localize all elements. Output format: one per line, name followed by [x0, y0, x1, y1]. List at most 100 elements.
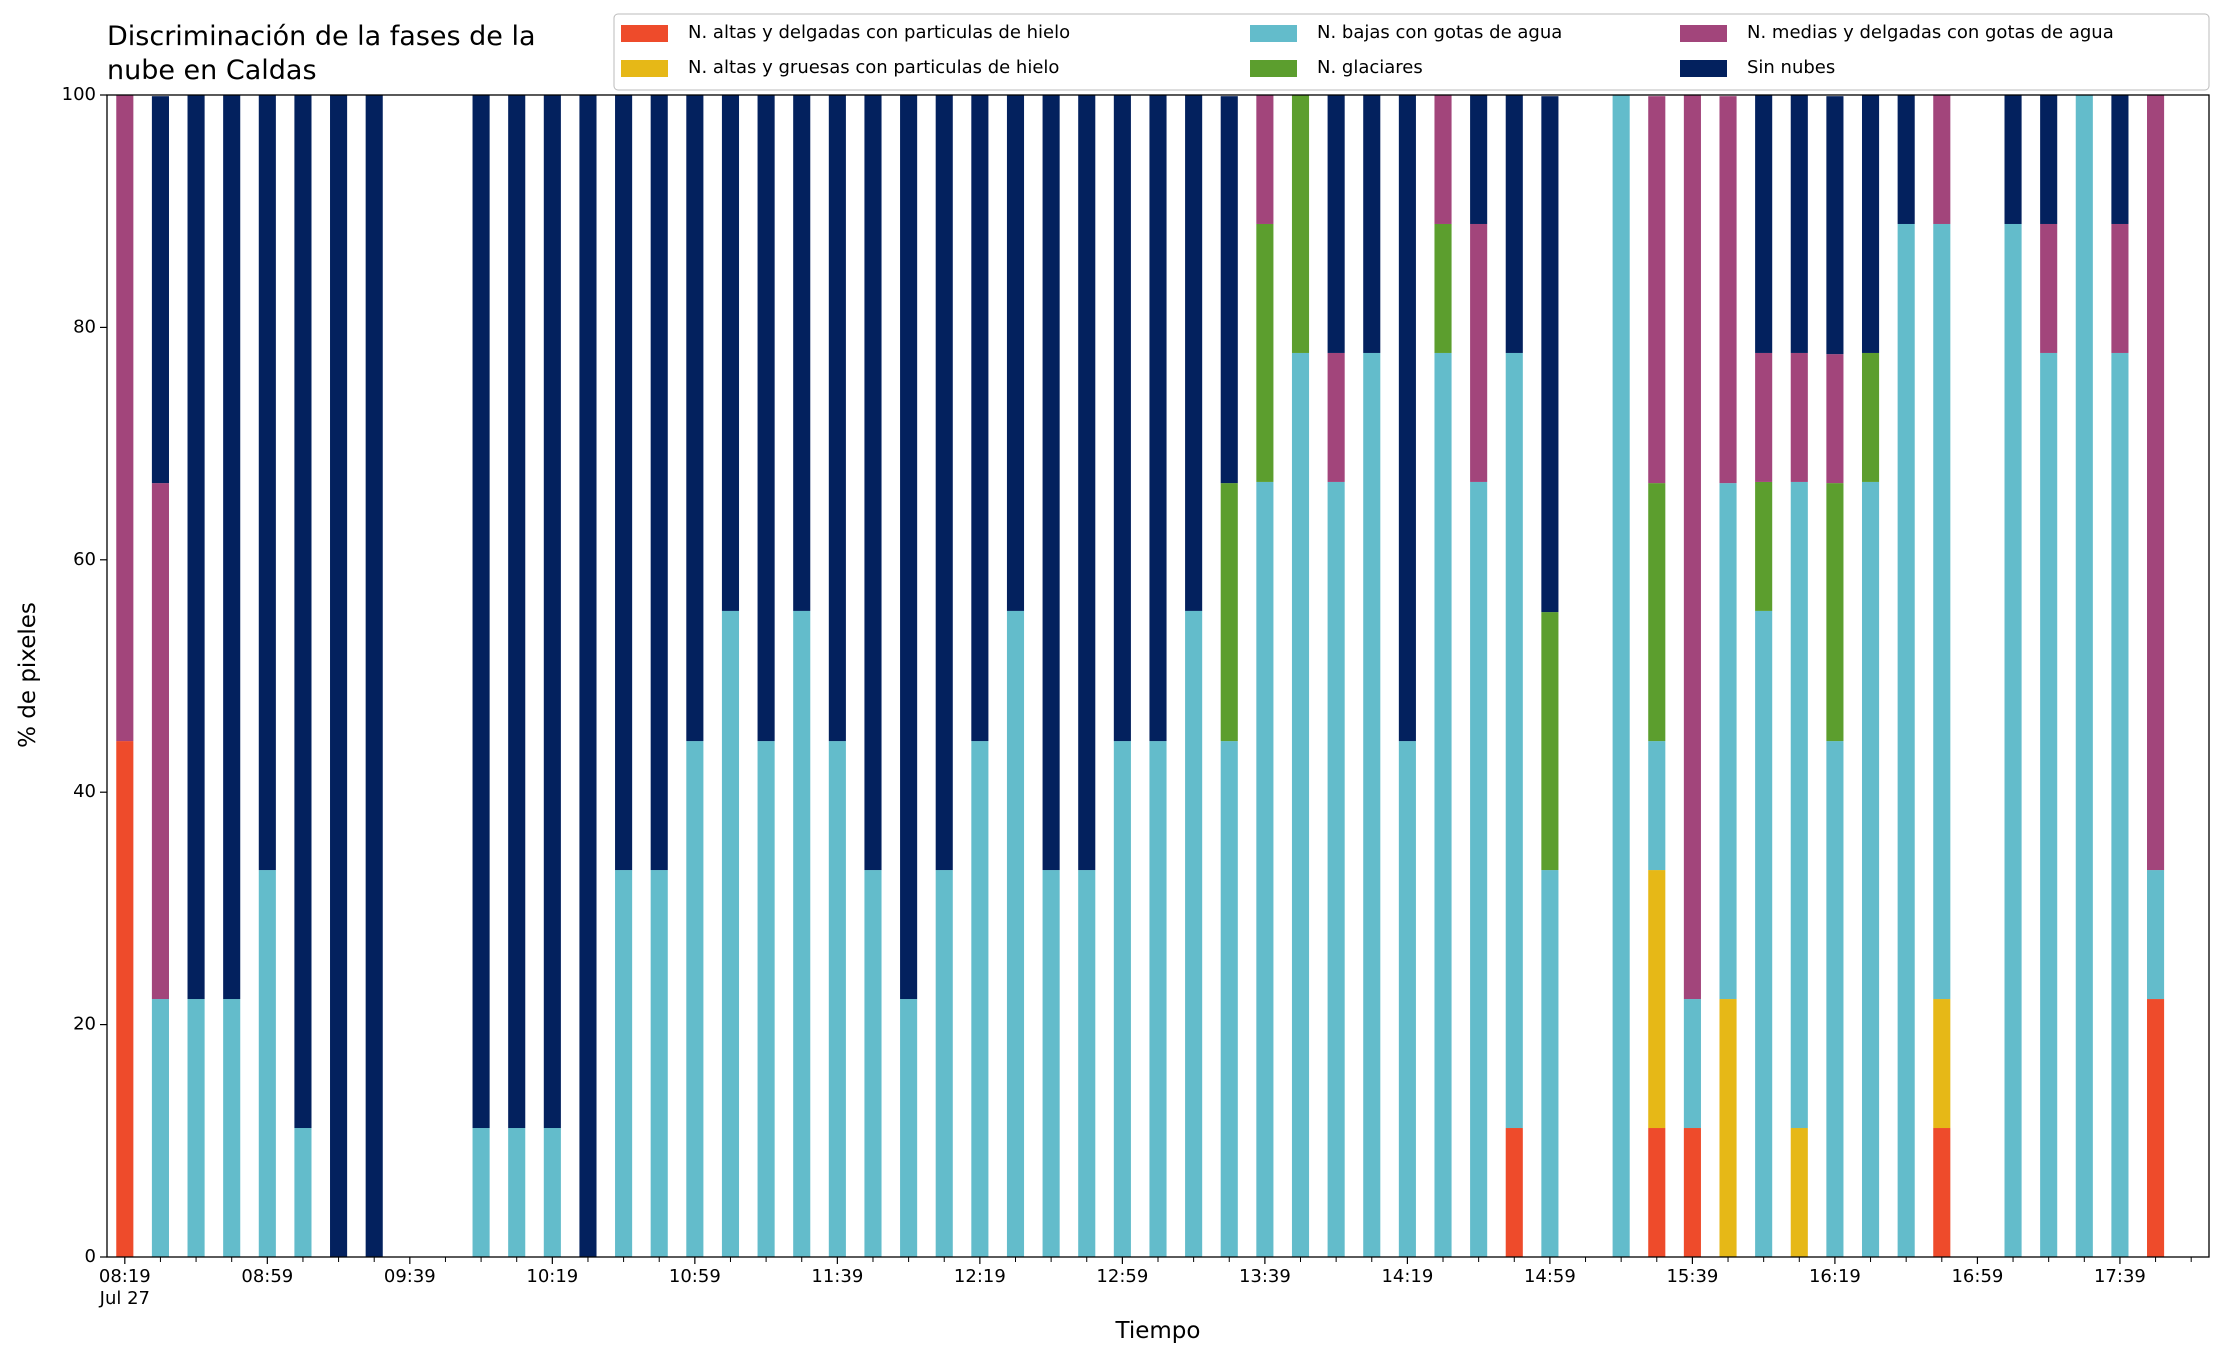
bar-segment	[1541, 96, 1559, 613]
bar-segment	[828, 95, 846, 742]
bar-segment	[2004, 95, 2022, 224]
bar-segment	[1541, 870, 1559, 1257]
bar-segment	[1113, 95, 1131, 742]
bar-segment	[2040, 95, 2058, 224]
bar-segment	[1434, 352, 1452, 1257]
bar-segment	[472, 1128, 490, 1257]
bar-segment	[508, 95, 526, 1129]
y-axis-label: % de pixeles	[15, 602, 41, 748]
bar-segment	[1897, 223, 1915, 1258]
bar-segment	[1256, 223, 1274, 482]
bar-segment	[2075, 95, 2093, 1257]
bar-segment	[1755, 95, 1773, 353]
x-tick-label: 10:19	[526, 1266, 579, 1287]
bar-segment	[1790, 95, 1808, 353]
bar-segment	[1826, 96, 1844, 355]
legend-label: N. medias y delgadas con gotas de agua	[1747, 22, 2114, 43]
bar-segment	[1861, 352, 1880, 482]
bar-segment	[1434, 95, 1452, 224]
bar-segment	[1933, 1128, 1951, 1257]
bar-segment	[1220, 483, 1238, 742]
bar-segment	[116, 95, 134, 742]
bar-segment	[935, 870, 953, 1257]
bar-segment	[151, 483, 169, 1000]
x-axis-label: Tiempo	[1115, 1318, 1201, 1344]
bar-segment	[1398, 95, 1416, 742]
bar-segment	[1612, 95, 1630, 1257]
bar-segment	[1683, 999, 1701, 1129]
bar-segment	[1648, 870, 1666, 1129]
legend-swatch	[1250, 60, 1297, 77]
bar-segment	[828, 741, 846, 1257]
x-tick-label: 14:19	[1381, 1266, 1434, 1287]
bar-segment	[472, 95, 490, 1129]
legend-swatch	[621, 60, 668, 77]
legend-label: N. bajas con gotas de agua	[1317, 22, 1562, 43]
bar-segment	[686, 95, 704, 742]
bar-segment	[1398, 741, 1416, 1257]
y-tick-label: 80	[73, 316, 96, 337]
bar-segment	[187, 999, 205, 1257]
y-tick-label: 60	[73, 549, 96, 570]
x-tick-label: 14:59	[1523, 1266, 1576, 1287]
x-tick-label: 16:59	[1951, 1266, 2004, 1287]
bar-segment	[1363, 352, 1381, 1257]
bar-segment	[793, 610, 811, 1257]
bar-segment	[1933, 95, 1951, 224]
bar-segment	[151, 96, 169, 484]
bar-segment	[2111, 95, 2129, 224]
chart-title: Discriminación de la fases de la nube en…	[107, 21, 536, 86]
y-tick-label: 40	[73, 781, 96, 802]
bar-segment	[721, 610, 740, 1257]
bar-segment	[116, 741, 134, 1257]
bar-segment	[1933, 223, 1951, 1000]
bar-segment	[1470, 481, 1488, 1257]
bar-segment	[2040, 352, 2058, 1257]
bar-segment	[1861, 95, 1880, 353]
bar-segment	[1755, 610, 1773, 1257]
bar-segment	[294, 95, 312, 1129]
bar-segment	[258, 95, 276, 871]
x-tick-label: 08:59	[241, 1266, 294, 1287]
bar-segment	[1291, 95, 1310, 353]
bar-segment	[1648, 483, 1666, 742]
bar-segment	[1719, 999, 1737, 1257]
bar-segment	[1861, 481, 1880, 1257]
x-tick-label: 10:59	[668, 1266, 721, 1287]
bar-segment	[1006, 95, 1025, 611]
bar-segment	[1683, 95, 1701, 1000]
bar-segment	[1149, 95, 1167, 742]
bar-segment	[1363, 95, 1381, 353]
bar-segment	[1042, 95, 1060, 871]
bar-segment	[650, 870, 668, 1257]
bar-segment	[1042, 870, 1060, 1257]
bar-segment	[2147, 999, 2165, 1257]
bar-segment	[2147, 95, 2165, 871]
bar-segment	[1434, 223, 1452, 353]
y-tick-label: 20	[73, 1014, 96, 1035]
bar-segment	[223, 95, 241, 1000]
bar-segment	[1790, 1128, 1808, 1257]
bar-segment	[757, 95, 775, 742]
legend-label: N. altas y gruesas con particulas de hie…	[688, 57, 1059, 78]
bar-segment	[1327, 481, 1345, 1257]
legend-swatch	[1680, 60, 1727, 77]
bar-segment	[1256, 481, 1274, 1257]
bar-segment	[757, 741, 775, 1257]
bar-segment	[1826, 354, 1844, 484]
bar-segment	[615, 95, 633, 871]
bar-segment	[1826, 741, 1844, 1257]
bar-segment	[1078, 95, 1096, 871]
bar-segment	[1826, 483, 1844, 742]
bar-segment	[1220, 96, 1238, 484]
bar-segment	[2147, 870, 2165, 1000]
bar-segment	[1933, 999, 1951, 1129]
bar-segment	[686, 741, 704, 1257]
legend-swatch	[1680, 25, 1727, 42]
bar-segment	[294, 1128, 312, 1257]
bar-segment	[1755, 481, 1773, 611]
bar-segment	[1505, 352, 1523, 1129]
x-tick-label: 17:39	[2093, 1266, 2146, 1287]
bar-segment	[1541, 612, 1559, 871]
bar-segment	[1648, 741, 1666, 871]
